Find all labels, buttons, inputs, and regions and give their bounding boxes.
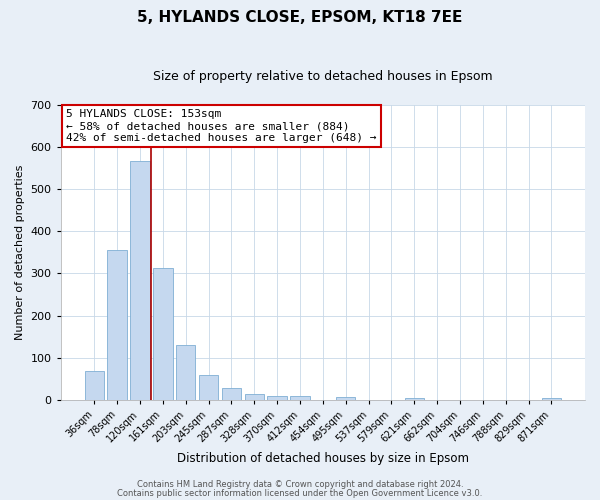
Bar	[153, 268, 173, 400]
Title: Size of property relative to detached houses in Epsom: Size of property relative to detached ho…	[153, 70, 493, 83]
Text: 5 HYLANDS CLOSE: 153sqm
← 58% of detached houses are smaller (884)
42% of semi-d: 5 HYLANDS CLOSE: 153sqm ← 58% of detache…	[66, 110, 376, 142]
Bar	[336, 397, 355, 400]
Text: Contains HM Land Registry data © Crown copyright and database right 2024.: Contains HM Land Registry data © Crown c…	[137, 480, 463, 489]
Bar	[85, 371, 104, 400]
Bar	[199, 376, 218, 400]
Bar	[107, 250, 127, 400]
X-axis label: Distribution of detached houses by size in Epsom: Distribution of detached houses by size …	[177, 452, 469, 465]
Text: Contains public sector information licensed under the Open Government Licence v3: Contains public sector information licen…	[118, 488, 482, 498]
Y-axis label: Number of detached properties: Number of detached properties	[15, 164, 25, 340]
Bar	[290, 396, 310, 400]
Bar	[542, 398, 561, 400]
Bar	[130, 160, 149, 400]
Bar	[404, 398, 424, 400]
Bar	[268, 396, 287, 400]
Text: 5, HYLANDS CLOSE, EPSOM, KT18 7EE: 5, HYLANDS CLOSE, EPSOM, KT18 7EE	[137, 10, 463, 25]
Bar	[176, 344, 196, 400]
Bar	[221, 388, 241, 400]
Bar	[245, 394, 264, 400]
